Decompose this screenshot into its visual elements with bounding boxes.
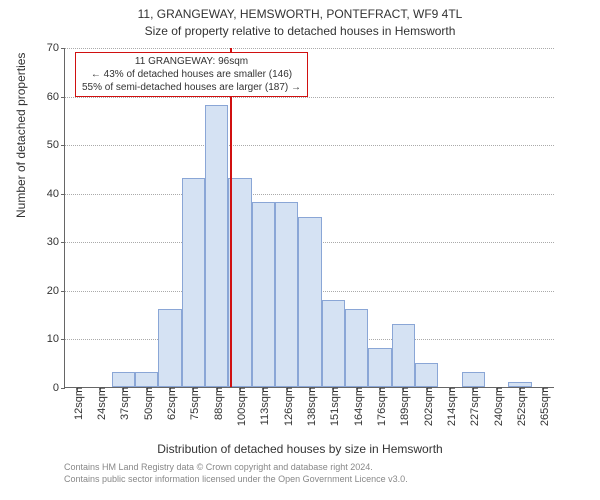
title-line-1: 11, GRANGEWAY, HEMSWORTH, PONTEFRACT, WF… — [0, 6, 600, 23]
histogram-bar — [462, 372, 485, 387]
gridline — [65, 145, 554, 146]
x-tick-label: 50sqm — [139, 387, 155, 420]
x-tick-label: 214sqm — [442, 387, 458, 426]
x-tick-label: 176sqm — [372, 387, 388, 426]
histogram-bar — [275, 202, 298, 387]
x-tick-label: 164sqm — [349, 387, 365, 426]
x-axis-label: Distribution of detached houses by size … — [0, 442, 600, 456]
y-axis-label: Number of detached properties — [14, 53, 28, 218]
x-tick-label: 252sqm — [512, 387, 528, 426]
reference-line — [230, 48, 232, 387]
chart-container: 11, GRANGEWAY, HEMSWORTH, PONTEFRACT, WF… — [0, 0, 600, 500]
x-tick-label: 75sqm — [185, 387, 201, 420]
histogram-bar — [322, 300, 345, 387]
annotation-line-1: 11 GRANGEWAY: 96sqm — [82, 55, 301, 68]
histogram-bar — [368, 348, 391, 387]
x-tick-label: 37sqm — [115, 387, 131, 420]
histogram-bar — [252, 202, 275, 387]
gridline — [65, 194, 554, 195]
plot-area: 01020304050607012sqm24sqm37sqm50sqm62sqm… — [64, 48, 554, 388]
annotation-box: 11 GRANGEWAY: 96sqm ← 43% of detached ho… — [75, 52, 308, 97]
x-tick-label: 138sqm — [302, 387, 318, 426]
footer-line-1: Contains HM Land Registry data © Crown c… — [64, 462, 408, 474]
histogram-bar — [158, 309, 181, 387]
x-tick-label: 100sqm — [232, 387, 248, 426]
annotation-line-2: ← 43% of detached houses are smaller (14… — [82, 68, 301, 81]
histogram-bar — [182, 178, 205, 387]
y-tick-label: 40 — [47, 188, 65, 200]
y-tick-label: 0 — [53, 382, 65, 394]
annotation-line-3: 55% of semi-detached houses are larger (… — [82, 81, 301, 94]
x-tick-label: 113sqm — [255, 387, 271, 425]
footer-text: Contains HM Land Registry data © Crown c… — [64, 462, 408, 485]
x-tick-label: 202sqm — [419, 387, 435, 426]
x-tick-label: 265sqm — [535, 387, 551, 426]
histogram-bar — [135, 372, 158, 387]
footer-line-2: Contains public sector information licen… — [64, 474, 408, 486]
x-tick-label: 240sqm — [489, 387, 505, 426]
histogram-bar — [112, 372, 135, 387]
histogram-bar — [415, 363, 438, 387]
y-tick-label: 50 — [47, 139, 65, 151]
y-tick-label: 70 — [47, 42, 65, 54]
chart-title-block: 11, GRANGEWAY, HEMSWORTH, PONTEFRACT, WF… — [0, 0, 600, 40]
x-tick-label: 189sqm — [395, 387, 411, 426]
x-tick-label: 88sqm — [209, 387, 225, 420]
x-tick-label: 24sqm — [92, 387, 108, 420]
gridline — [65, 48, 554, 49]
histogram-bar — [298, 217, 321, 387]
x-tick-label: 126sqm — [279, 387, 295, 426]
x-tick-label: 62sqm — [162, 387, 178, 420]
y-tick-label: 20 — [47, 285, 65, 297]
y-tick-label: 10 — [47, 333, 65, 345]
histogram-bar — [345, 309, 368, 387]
title-line-2: Size of property relative to detached ho… — [0, 23, 600, 40]
histogram-bar — [205, 105, 228, 387]
x-tick-label: 151sqm — [325, 387, 341, 426]
x-tick-label: 227sqm — [465, 387, 481, 426]
y-tick-label: 30 — [47, 236, 65, 248]
y-tick-label: 60 — [47, 91, 65, 103]
histogram-bar — [392, 324, 415, 387]
x-tick-label: 12sqm — [69, 387, 85, 420]
